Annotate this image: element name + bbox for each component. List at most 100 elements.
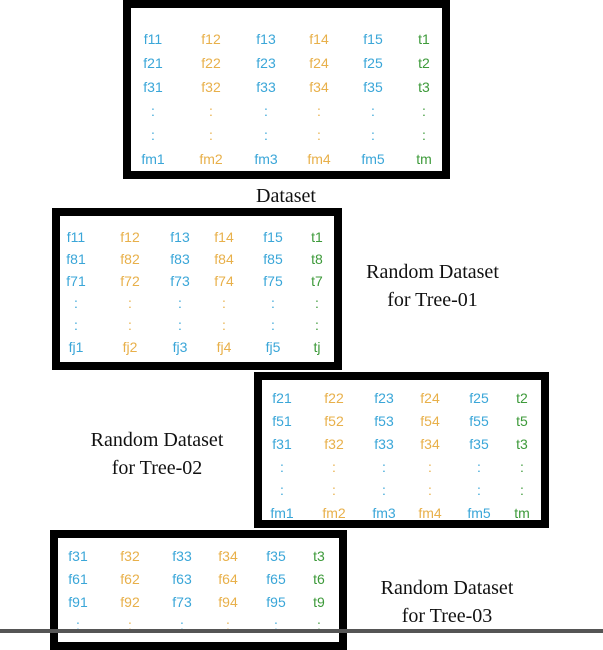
feature-cell: f62	[120, 571, 140, 587]
tree-01-label: Random Dataset for Tree-01	[340, 258, 525, 314]
tree-02-label-line-2: for Tree-02	[111, 457, 203, 479]
target-cell: t3	[516, 436, 528, 452]
feature-cell: f25	[469, 390, 489, 406]
feature-cell: f12	[201, 31, 221, 47]
feature-cell: f15	[263, 229, 283, 245]
feature-cell: f24	[420, 390, 440, 406]
tree-01-label-line-1: Random Dataset	[366, 261, 499, 283]
table-row: f91 f92 f73 f94 f95 t9	[58, 592, 339, 612]
target-cell: tm	[514, 505, 530, 521]
feature-cell: f73	[172, 594, 192, 610]
target-cell: t6	[313, 571, 325, 587]
table-row: fm1 fm2 fm3 fm4 fm5 tm	[131, 149, 442, 169]
feature-cell: :	[264, 103, 268, 119]
feature-cell: fj3	[172, 339, 188, 355]
feature-cell: :	[382, 459, 386, 475]
feature-cell: fj5	[265, 339, 281, 355]
target-cell: t9	[313, 594, 325, 610]
feature-cell: f92	[120, 594, 140, 610]
tree-03-label-line-2: for Tree-03	[401, 605, 493, 627]
feature-cell: f72	[120, 273, 140, 289]
dataset-table: f11 f12 f13 f14 f15 t1 f21 f22 f23 f24 f25 t2 f31 f32…	[123, 0, 450, 179]
feature-cell: f31	[68, 548, 88, 564]
feature-cell: f25	[363, 55, 383, 71]
feature-cell: f82	[120, 251, 140, 267]
feature-cell: :	[178, 295, 182, 311]
target-cell: t2	[418, 55, 430, 71]
feature-cell: f13	[170, 229, 190, 245]
feature-cell: f33	[172, 548, 192, 564]
tree-01-table: f11 f12 f13 f14 f15 t1 f81 f82 f83 f84 f85 t8 f71 f72…	[52, 208, 342, 370]
feature-cell: :	[332, 459, 336, 475]
table-row: f81 f82 f83 f84 f85 t8	[60, 249, 334, 269]
feature-cell: f12	[120, 229, 140, 245]
table-row: f11 f12 f13 f14 f15 t1	[131, 29, 442, 49]
feature-cell: f81	[66, 251, 86, 267]
target-cell: tm	[416, 151, 432, 167]
feature-cell: :	[209, 127, 213, 143]
feature-cell: f34	[420, 436, 440, 452]
feature-cell: :	[128, 295, 132, 311]
feature-cell: :	[332, 482, 336, 498]
target-cell: t3	[313, 548, 325, 564]
feature-cell: fm2	[322, 505, 346, 521]
feature-cell: f61	[68, 571, 88, 587]
feature-cell: f13	[256, 31, 276, 47]
feature-cell: :	[74, 317, 78, 333]
feature-cell: f14	[309, 31, 329, 47]
feature-cell: f32	[201, 79, 221, 95]
feature-cell: f22	[324, 390, 344, 406]
feature-cell: fm1	[270, 505, 294, 521]
target-cell: tj	[313, 339, 321, 355]
table-row: f21 f22 f23 f24 f25 t2	[131, 53, 442, 73]
feature-cell: :	[222, 295, 226, 311]
table-row: ::::::	[262, 457, 541, 477]
feature-cell: f21	[143, 55, 163, 71]
feature-cell: f75	[263, 273, 283, 289]
feature-cell: f32	[120, 548, 140, 564]
feature-cell: :	[264, 127, 268, 143]
feature-cell: f31	[143, 79, 163, 95]
feature-cell: f83	[170, 251, 190, 267]
feature-cell: fm5	[467, 505, 491, 521]
table-row: f61 f62 f63 f64 f65 t6	[58, 569, 339, 589]
feature-cell: :	[128, 617, 132, 633]
table-row: f11 f12 f13 f14 f15 t1	[60, 227, 334, 247]
feature-cell: f23	[374, 390, 394, 406]
feature-cell: f33	[256, 79, 276, 95]
feature-cell: f74	[214, 273, 234, 289]
feature-cell: :	[209, 103, 213, 119]
feature-cell: f31	[272, 436, 292, 452]
feature-cell: f23	[256, 55, 276, 71]
feature-cell: fj4	[216, 339, 232, 355]
feature-cell: fm1	[141, 151, 165, 167]
tree-02-label-line-1: Random Dataset	[90, 429, 224, 451]
table-row: ::::::	[131, 125, 442, 145]
table-row: fm1 fm2 fm3 fm4 fm5 tm	[262, 503, 541, 521]
table-row: f31 f32 f33 f34 f35 t3	[262, 434, 541, 454]
feature-cell: f54	[420, 413, 440, 429]
feature-cell: f53	[374, 413, 394, 429]
feature-cell: :	[317, 127, 321, 143]
feature-cell: :	[371, 103, 375, 119]
target-cell: t1	[418, 31, 430, 47]
feature-cell: :	[317, 103, 321, 119]
feature-cell: :	[274, 617, 278, 633]
target-cell: :	[520, 482, 524, 498]
feature-cell: :	[128, 317, 132, 333]
feature-cell: f32	[324, 436, 344, 452]
feature-cell: f11	[143, 31, 163, 47]
feature-cell: fm2	[199, 151, 223, 167]
dataset-label-line: Dataset	[256, 185, 316, 207]
feature-cell: f34	[309, 79, 329, 95]
feature-cell: f63	[172, 571, 192, 587]
feature-cell: fm3	[254, 151, 278, 167]
feature-cell: :	[477, 459, 481, 475]
table-row: f71 f72 f73 f74 f75 t7	[60, 271, 334, 291]
table-row: f21 f22 f23 f24 f25 t2	[262, 388, 541, 408]
target-cell: t8	[311, 251, 323, 267]
feature-cell: f24	[309, 55, 329, 71]
feature-cell: :	[151, 103, 155, 119]
feature-cell: f65	[266, 571, 286, 587]
feature-cell: :	[222, 317, 226, 333]
